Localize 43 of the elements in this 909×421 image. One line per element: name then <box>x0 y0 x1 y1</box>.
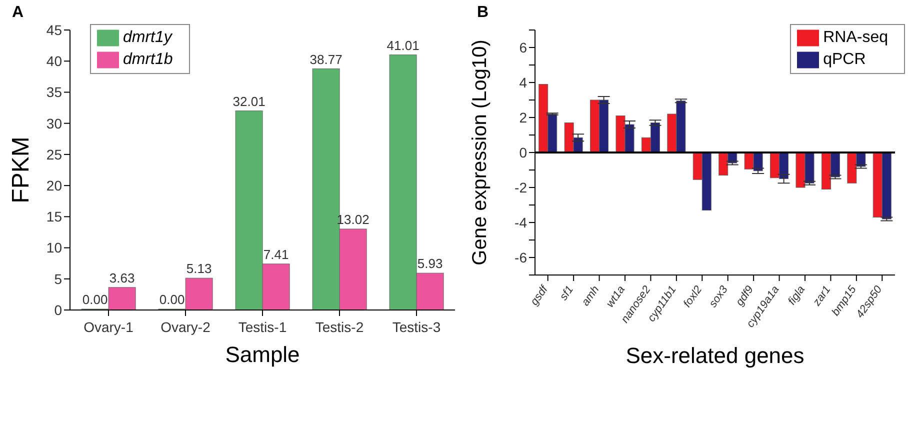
data-label: 7.41 <box>263 246 289 262</box>
x-axis-title: Sample <box>225 342 300 367</box>
data-label: 0.00 <box>159 292 185 307</box>
y-axis-title: Gene expression (Log10) <box>469 40 492 266</box>
y-tick-label: 30 <box>46 115 62 132</box>
y-tick-label: -2 <box>514 179 528 196</box>
legend-label: qPCR <box>823 51 866 68</box>
y-tick-label: 10 <box>46 240 62 256</box>
y-tick-label: 2 <box>519 109 528 126</box>
y-tick-label: 5 <box>54 270 62 287</box>
y-tick-label: 0 <box>54 302 62 318</box>
data-label: 38.77 <box>310 52 342 67</box>
y-tick-label: 4 <box>519 74 528 90</box>
legend-label: RNA-seq <box>823 29 888 46</box>
chart-title: B <box>477 4 489 22</box>
data-label: 41.01 <box>386 38 420 53</box>
legend-label: dmrt1b <box>123 51 173 68</box>
y-tick-label: 45 <box>46 22 62 38</box>
x-tick-label: Testis-2 <box>315 319 364 335</box>
y-tick-label: 15 <box>46 208 62 225</box>
y-axis-title: FPKM <box>8 136 35 204</box>
x-axis-title: Sex-related genes <box>626 343 804 368</box>
chart-title: A <box>12 4 24 22</box>
y-tick-label: -4 <box>514 214 528 230</box>
y-tick-label: 6 <box>519 39 528 56</box>
y-tick-label: 25 <box>46 146 62 162</box>
legend-label: dmrt1y <box>123 29 172 46</box>
y-tick-label: 35 <box>46 84 62 100</box>
data-label: 5.93 <box>417 256 443 272</box>
x-tick-label: Ovary-1 <box>84 319 134 335</box>
data-label: 3.63 <box>109 270 135 286</box>
x-tick-label: figla <box>786 284 808 308</box>
y-tick-label: -6 <box>514 249 528 266</box>
x-tick-label: Ovary-2 <box>160 319 211 335</box>
data-label: 5.13 <box>186 261 212 276</box>
data-label: 0.00 <box>82 292 108 307</box>
data-label: 32.01 <box>232 94 266 109</box>
x-tick-label: Testis-1 <box>238 319 287 335</box>
x-tick-label: Testis-3 <box>392 319 441 335</box>
x-tick-label: sf1 <box>558 284 576 303</box>
y-tick-label: 0 <box>519 144 528 160</box>
y-tick-label: 40 <box>46 53 62 70</box>
y-tick-label: 20 <box>46 178 62 194</box>
